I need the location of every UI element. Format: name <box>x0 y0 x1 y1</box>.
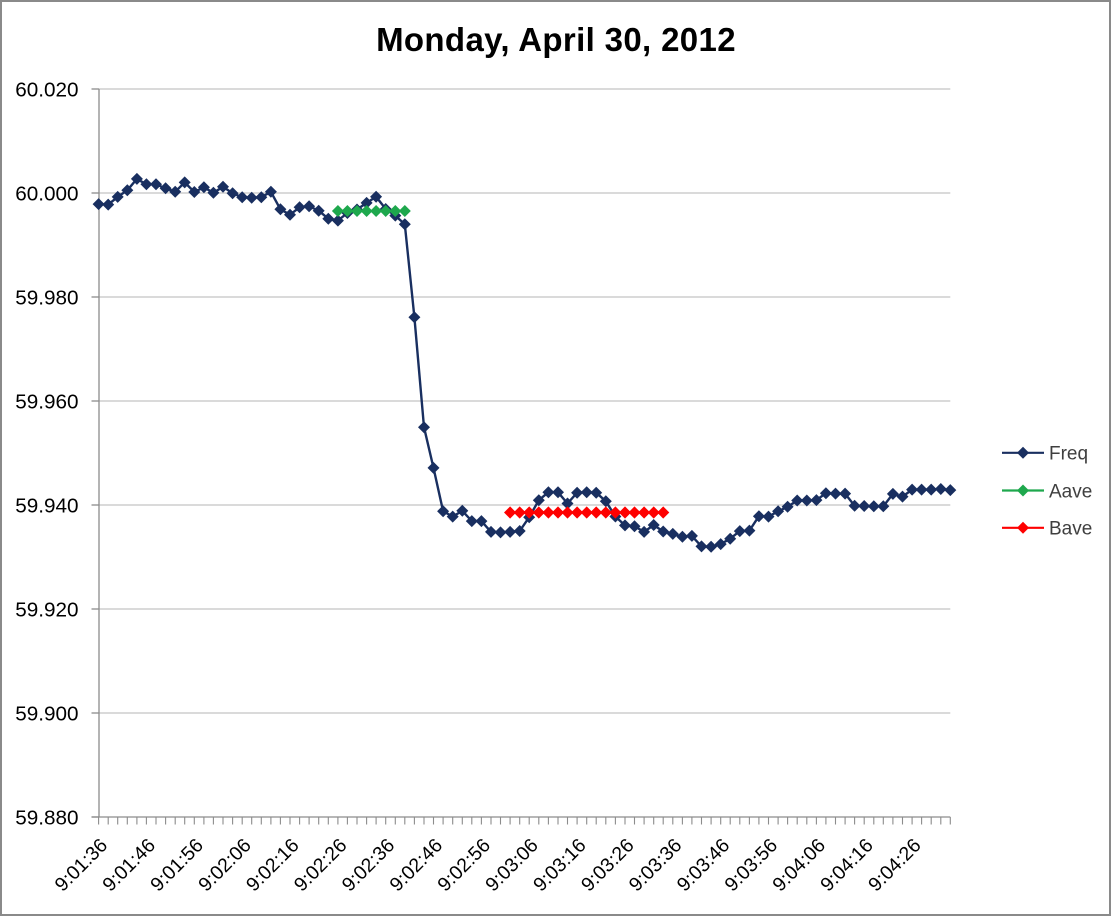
svg-text:59.940: 59.940 <box>15 494 78 517</box>
svg-text:Bave: Bave <box>1049 519 1092 540</box>
svg-text:59.980: 59.980 <box>15 286 78 309</box>
svg-text:59.880: 59.880 <box>15 806 78 829</box>
svg-text:59.900: 59.900 <box>15 702 78 725</box>
svg-text:60.020: 60.020 <box>15 78 78 101</box>
svg-text:60.000: 60.000 <box>15 182 78 205</box>
svg-text:59.960: 59.960 <box>15 390 78 413</box>
svg-text:Freq: Freq <box>1049 444 1088 465</box>
svg-text:59.920: 59.920 <box>15 598 78 621</box>
svg-text:Monday, April 30, 2012: Monday, April 30, 2012 <box>376 21 736 58</box>
svg-text:Aave: Aave <box>1049 481 1092 502</box>
